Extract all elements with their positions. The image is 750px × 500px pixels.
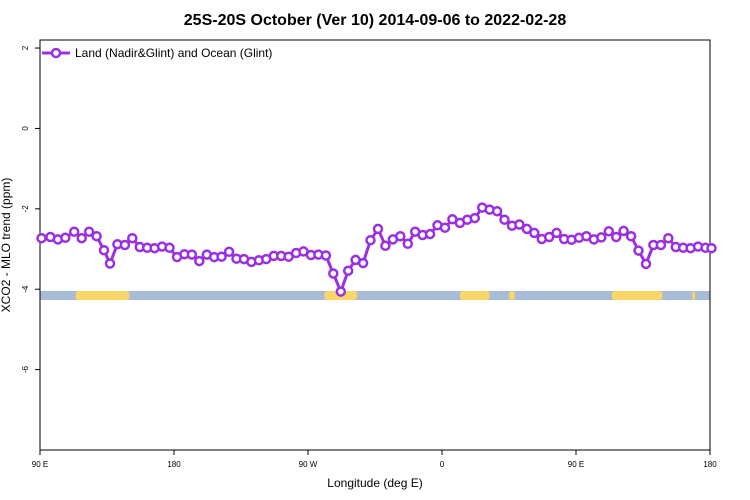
data-point: [328, 268, 339, 279]
legend-entry-label: Land (Nadir&Glint) and Ocean (Glint): [75, 46, 272, 60]
land-patch: [509, 291, 515, 300]
data-point: [439, 222, 451, 233]
data-point: [640, 258, 652, 270]
data-point: [372, 223, 384, 235]
data-point: [596, 232, 607, 243]
land-patch: [611, 291, 663, 300]
data-point: [655, 239, 667, 251]
x-axis: 90 E 180 90 W 0 90 E 180: [32, 450, 717, 469]
series-layer: [36, 202, 717, 297]
surface-band: [40, 291, 710, 300]
data-point: [402, 238, 414, 250]
data-point: [83, 226, 95, 237]
data-point: [223, 246, 235, 258]
data-point: [357, 257, 369, 269]
data-point: [395, 230, 406, 242]
data-point: [625, 230, 637, 242]
data-point: [104, 258, 116, 269]
data-point: [365, 234, 376, 246]
data-point: [603, 226, 615, 237]
x-axis-label: Longitude (deg E): [327, 476, 422, 490]
land-patch: [75, 291, 130, 300]
data-point: [491, 205, 503, 217]
legend-marker-swatch: [50, 47, 62, 59]
data-point: [216, 251, 227, 262]
legend: Land (Nadir&Glint) and Ocean (Glint): [42, 46, 272, 60]
data-point: [543, 231, 555, 243]
data-point: [164, 242, 175, 254]
land-patch: [459, 291, 490, 300]
chart-title: 25S-20S October (Ver 10) 2014-09-06 to 2…: [184, 12, 567, 29]
data-point: [551, 227, 562, 239]
land-patch: [692, 291, 696, 300]
x-tick-label: 180: [167, 460, 181, 469]
data-point: [91, 230, 102, 242]
data-point: [194, 255, 205, 267]
data-point: [68, 226, 80, 237]
data-point: [127, 232, 138, 244]
data-point: [469, 212, 481, 224]
x-tick-label: 180: [703, 460, 717, 469]
data-point: [663, 232, 674, 244]
y-axis: 2 0 -2 -4 -6: [21, 45, 40, 373]
y-tick-label: -2: [21, 205, 30, 213]
x-tick-label: 0: [440, 460, 445, 469]
data-point: [98, 244, 110, 256]
data-point: [76, 232, 87, 244]
ocean-band: [40, 291, 710, 300]
x-tick-label: 90 W: [299, 460, 318, 469]
data-point: [610, 231, 622, 243]
data-point: [335, 286, 347, 297]
data-point: [529, 227, 540, 239]
data-point: [499, 214, 510, 225]
data-point: [633, 245, 644, 256]
y-tick-label: 0: [21, 126, 30, 131]
x-tick-label: 90 E: [32, 460, 48, 469]
data-point: [320, 250, 332, 261]
x-tick-label: 90 E: [568, 460, 584, 469]
data-point: [424, 228, 436, 240]
data-point: [342, 265, 354, 276]
data-point: [514, 219, 525, 230]
data-point: [706, 242, 717, 254]
data-point: [380, 240, 391, 252]
data-point: [36, 232, 47, 244]
data-point: [618, 225, 629, 237]
y-tick-label: 2: [21, 45, 30, 50]
data-point: [186, 249, 198, 260]
data-point: [60, 232, 71, 244]
y-tick-label: -6: [21, 366, 30, 374]
y-tick-label: -4: [21, 285, 30, 293]
data-point: [119, 239, 131, 251]
y-axis-label: XCO2 - MLO trend (ppm): [0, 178, 13, 313]
